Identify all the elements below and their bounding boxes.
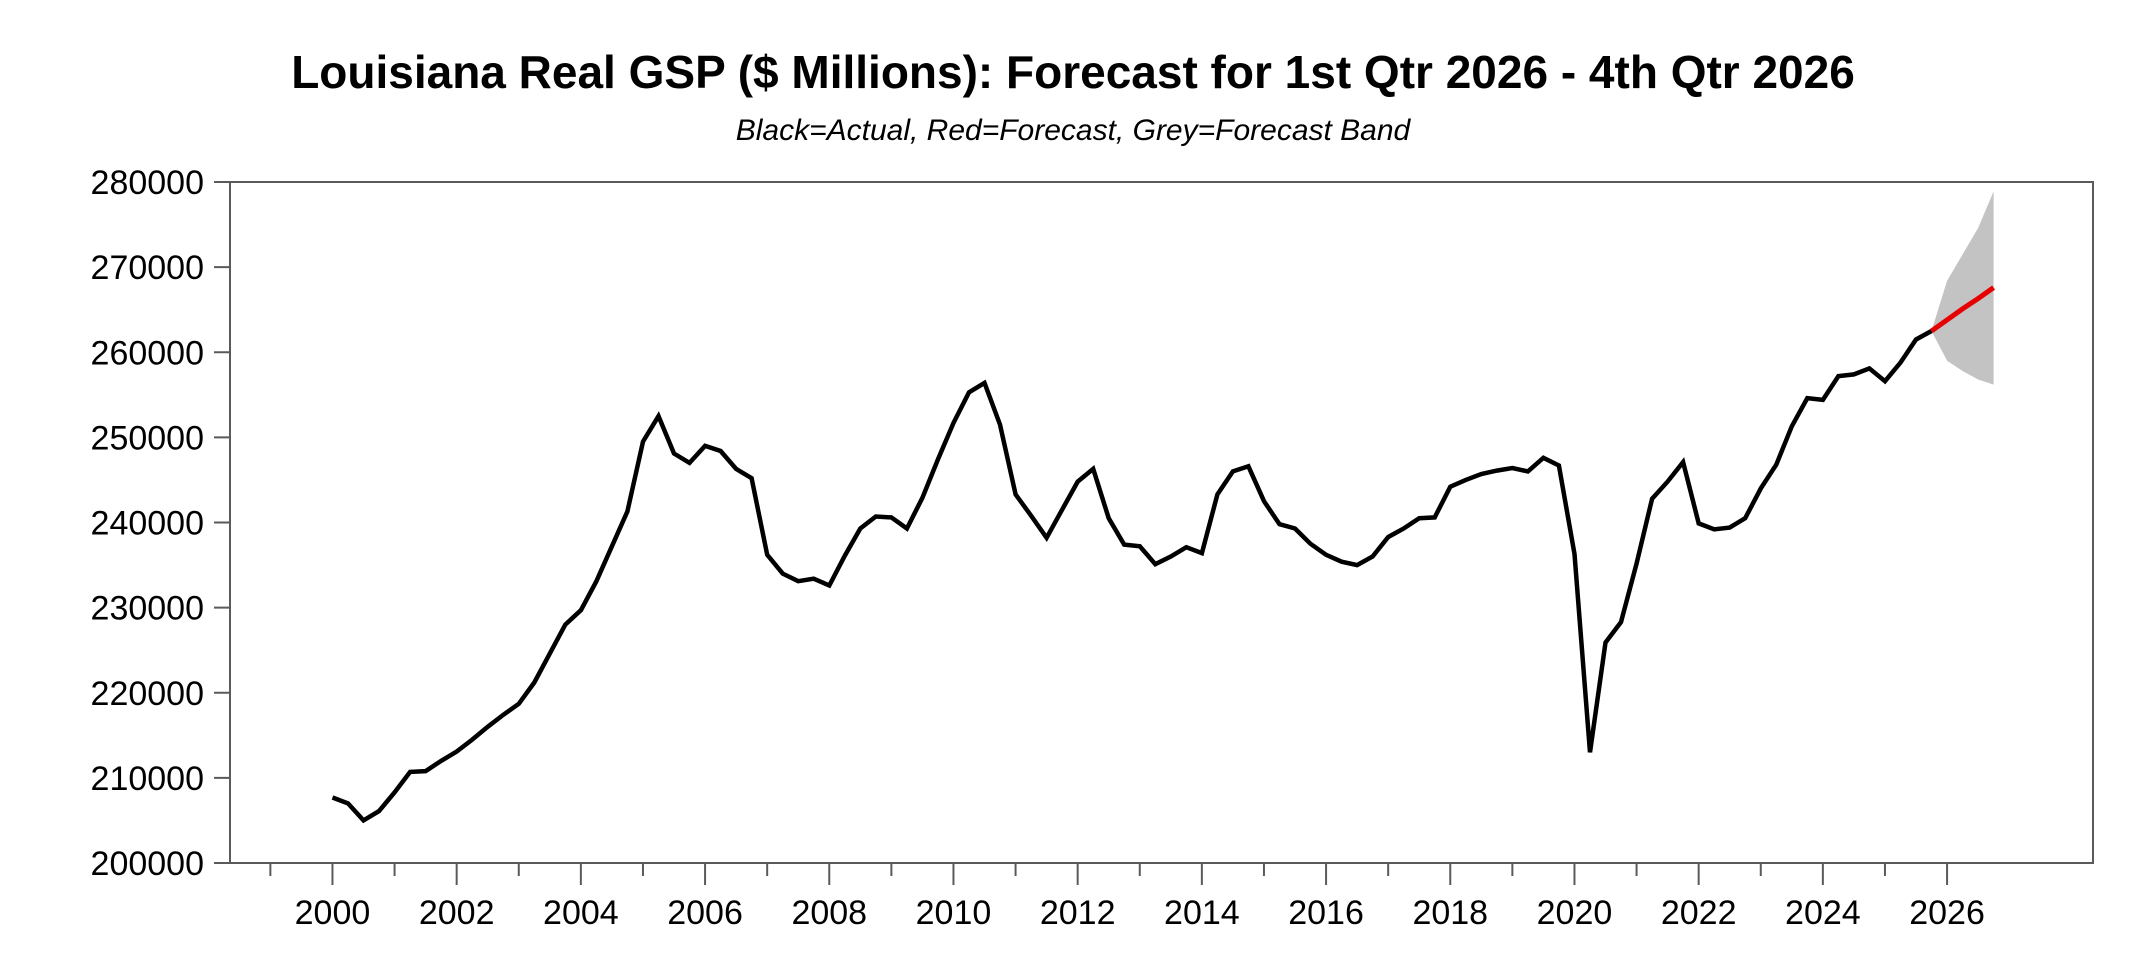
- y-axis-tick-label: 260000: [91, 334, 204, 372]
- x-axis-tick-label: 2018: [1412, 894, 1488, 932]
- forecast-band-layer: [1931, 191, 1994, 385]
- x-axis-tick-label: 2000: [295, 894, 371, 932]
- x-axis-tick-label: 2020: [1537, 894, 1613, 932]
- y-axis-tick-label: 220000: [91, 675, 204, 713]
- y-axis-tick-label: 280000: [91, 164, 204, 202]
- y-axis-tick-label: 250000: [91, 419, 204, 457]
- x-axis-tick-label: 2006: [667, 894, 743, 932]
- x-axis-tick-label: 2010: [916, 894, 992, 932]
- plot-border: [229, 181, 2094, 864]
- x-axis-tick-label: 2008: [791, 894, 867, 932]
- y-axis-tick-label: 200000: [91, 845, 204, 883]
- y-axis-tick-label: 270000: [91, 249, 204, 287]
- chart-title: Louisiana Real GSP ($ Millions): Forecas…: [291, 46, 1855, 98]
- axis-label-layer: 200000 210000 220000 230000 240000 250000 2600…: [91, 164, 1985, 932]
- x-axis-tick-label: 2014: [1164, 894, 1240, 932]
- chart-subtitle: Black=Actual, Red=Forecast, Grey=Forecas…: [736, 114, 1412, 147]
- axis-layer: [214, 181, 2094, 885]
- y-axis-tick-label: 240000: [91, 505, 204, 543]
- x-axis-tick-label: 2012: [1040, 894, 1116, 932]
- x-axis-tick-label: 2016: [1288, 894, 1364, 932]
- x-axis-tick-label: 2022: [1661, 894, 1737, 932]
- y-axis-tick-label: 230000: [91, 590, 204, 628]
- x-axis-tick-label: 2024: [1785, 894, 1861, 932]
- y-axis-tick-label: 210000: [91, 760, 204, 798]
- actual-series-line: [331, 329, 1933, 824]
- x-axis-tick-label: 2002: [419, 894, 495, 932]
- forecast-band-area: [1931, 191, 1994, 385]
- x-axis-tick-label: 2004: [543, 894, 619, 932]
- series-layer: [331, 285, 1996, 824]
- x-axis-tick-label: 2026: [1909, 894, 1985, 932]
- forecast-series-line: [1930, 285, 1996, 334]
